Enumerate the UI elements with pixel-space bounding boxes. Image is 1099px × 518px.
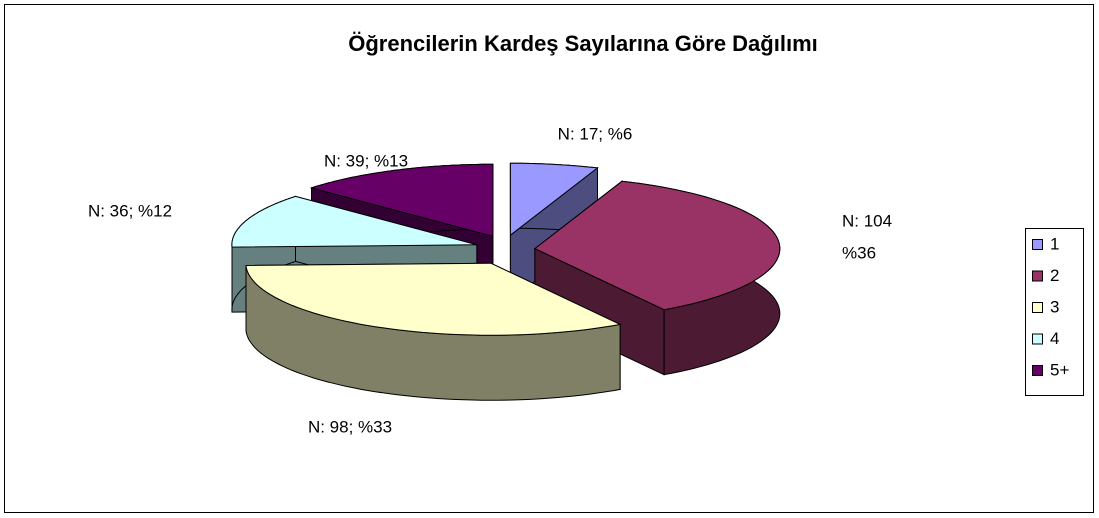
chart-title: Öğrencilerin Kardeş Sayılarına Göre Dağı… xyxy=(348,31,818,56)
data-label: %36 xyxy=(842,243,876,262)
slice xyxy=(533,180,781,311)
data-label: N: 98; %33 xyxy=(308,417,392,436)
legend-swatch xyxy=(1032,239,1043,250)
data-label: N: 39; %13 xyxy=(324,151,408,170)
legend-swatch xyxy=(1032,365,1043,376)
data-label: N: 104 xyxy=(842,211,892,230)
legend-label: 3 xyxy=(1050,297,1059,316)
slice xyxy=(245,262,622,336)
data-label: N: 17; %6 xyxy=(558,124,633,143)
legend-label: 5+ xyxy=(1050,360,1069,379)
data-label: N: 36; %12 xyxy=(88,201,172,220)
legend-swatch xyxy=(1032,333,1043,345)
legend-label: 2 xyxy=(1050,266,1059,285)
slice xyxy=(309,163,494,237)
slice xyxy=(509,162,599,237)
legend-label: 1 xyxy=(1050,234,1059,253)
legend-swatch xyxy=(1032,302,1043,313)
slice xyxy=(231,195,477,248)
legend-label: 4 xyxy=(1050,329,1059,348)
legend-swatch xyxy=(1032,270,1043,282)
